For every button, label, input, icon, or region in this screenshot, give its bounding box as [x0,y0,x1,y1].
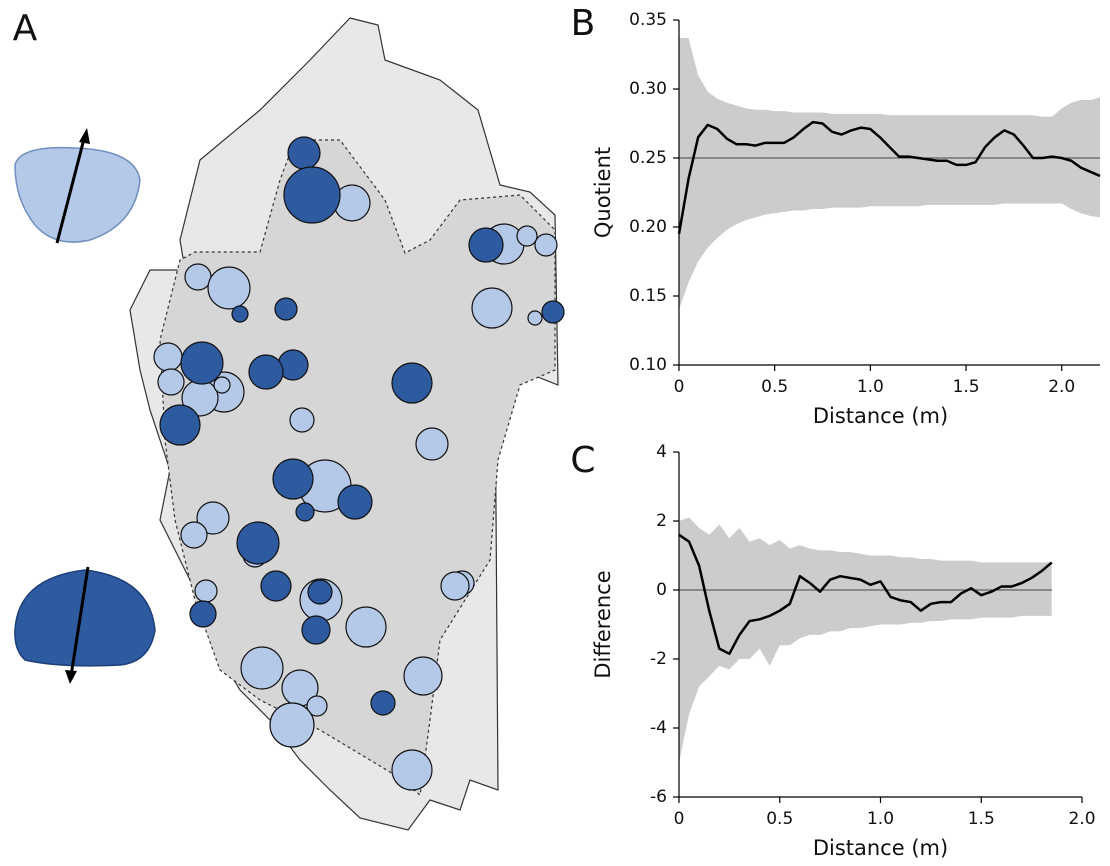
data-line [678,533,1053,656]
colony [287,136,321,170]
x-tick-label: 2.0 [1068,809,1095,829]
colony [541,300,565,324]
colony [415,427,449,461]
colony [527,310,543,326]
arrow [69,566,90,677]
colony [283,166,341,224]
y-tick-label: -4 [650,718,667,738]
y-tick-label: 0.35 [629,10,667,30]
colony [295,502,315,522]
coral-shape [14,569,156,667]
colony [307,579,333,605]
colony [391,362,433,404]
survey-area [159,139,556,797]
arrow-head [79,128,90,144]
colony [194,579,218,603]
colony [207,266,251,310]
colony [370,690,396,716]
y-tick-label: 4 [656,442,667,462]
map-panel: A [13,8,565,831]
panel-label: A [13,8,38,49]
y-tick-label: 0.20 [629,217,667,237]
x-axis-title: Distance (m) [813,836,948,860]
colony [306,695,328,717]
panel-label: B [571,3,596,44]
colony [153,342,183,372]
x-tick-label: 1.0 [857,377,884,397]
x-tick-label: 0.5 [766,809,793,829]
colony [184,263,212,291]
colony [180,521,208,549]
colony [260,570,292,602]
x-tick-label: 0.5 [761,377,788,397]
y-tick-label: -6 [650,787,667,807]
y-tick-label: 2 [656,511,667,531]
envelope [679,517,1052,763]
x-tick-label: 1.5 [968,809,995,829]
x-axis-title: Distance (m) [813,404,948,428]
colony [468,227,504,263]
light-coral-icon [14,128,141,244]
colony [240,646,284,690]
colony [231,305,249,323]
colony [180,341,224,385]
colony [534,233,558,257]
y-tick-label: 0.30 [629,79,667,99]
colony [196,501,230,535]
colony [440,571,470,601]
panel-label: C [570,440,595,481]
y-axis-title: Difference [591,570,615,678]
coral-shape [14,146,141,243]
y-tick-label: 0.25 [629,148,667,168]
arrow-head [65,670,77,684]
colony [345,606,387,648]
colony [159,404,201,446]
y-tick-label: 0.10 [629,355,667,375]
y-axis-title: Quotient [591,147,615,238]
envelope [679,37,1100,310]
colony [189,600,217,628]
dark-colonies [159,136,565,716]
line-panel: -6 -4 -2 0 2 4 0 0.5 1.0 1.5 2.0 Distance (m) Differ… [570,440,1095,860]
colony [213,376,231,394]
y-tick-label: -2 [650,649,667,669]
colony [248,354,284,390]
light-colonies [153,184,558,791]
colony [516,225,538,247]
colony [272,458,314,500]
colony [269,702,315,748]
x-tick-label: 2.0 [1048,377,1075,397]
colony [236,521,280,565]
colony [403,656,443,696]
y-tick-label: 0 [656,580,667,600]
data-line [677,120,1101,235]
colony [471,287,513,329]
dark-coral-icon [14,566,156,684]
x-tick-label: 0 [674,377,685,397]
x-tick-label: 1.5 [953,377,980,397]
y-tick-label: 0.15 [629,286,667,306]
x-tick-label: 1.0 [867,809,894,829]
x-tick-label: 0 [674,809,685,829]
colony [391,749,433,791]
colony [301,615,331,645]
colony [274,297,298,321]
colony [289,407,315,433]
arrow [55,134,87,244]
line-panel: 0.10 0.15 0.20 0.25 0.30 0.35 0 0.5 1.0 1.5 2.0 Dis… [571,3,1101,428]
colony [337,484,373,520]
colony [157,368,185,396]
